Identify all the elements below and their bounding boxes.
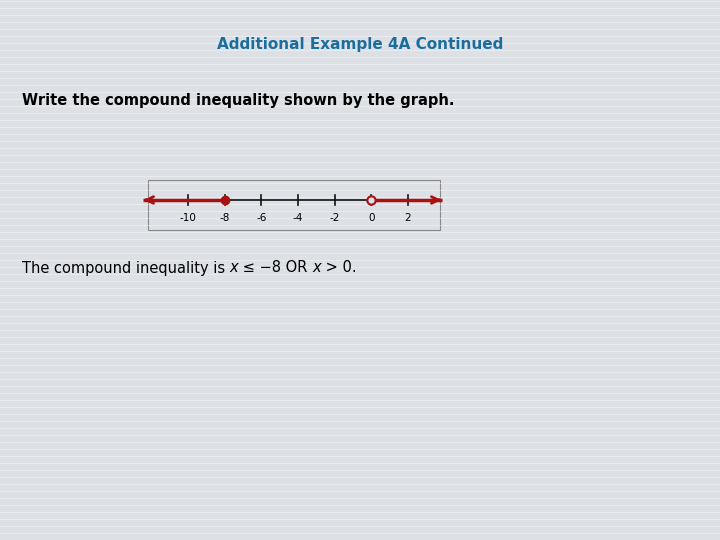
Text: The compound inequality is: The compound inequality is bbox=[22, 260, 230, 275]
Text: 0: 0 bbox=[368, 213, 374, 223]
Text: Additional Example 4A Continued: Additional Example 4A Continued bbox=[217, 37, 503, 51]
Text: ≤ −8 OR: ≤ −8 OR bbox=[238, 260, 312, 275]
Text: Write the compound inequality shown by the graph.: Write the compound inequality shown by t… bbox=[22, 92, 454, 107]
Text: -8: -8 bbox=[220, 213, 230, 223]
Text: -4: -4 bbox=[293, 213, 303, 223]
Text: 2: 2 bbox=[405, 213, 411, 223]
Text: x: x bbox=[312, 260, 321, 275]
Text: > 0.: > 0. bbox=[321, 260, 356, 275]
Text: -2: -2 bbox=[330, 213, 340, 223]
Text: x: x bbox=[230, 260, 238, 275]
Text: -10: -10 bbox=[179, 213, 197, 223]
Text: -6: -6 bbox=[256, 213, 266, 223]
